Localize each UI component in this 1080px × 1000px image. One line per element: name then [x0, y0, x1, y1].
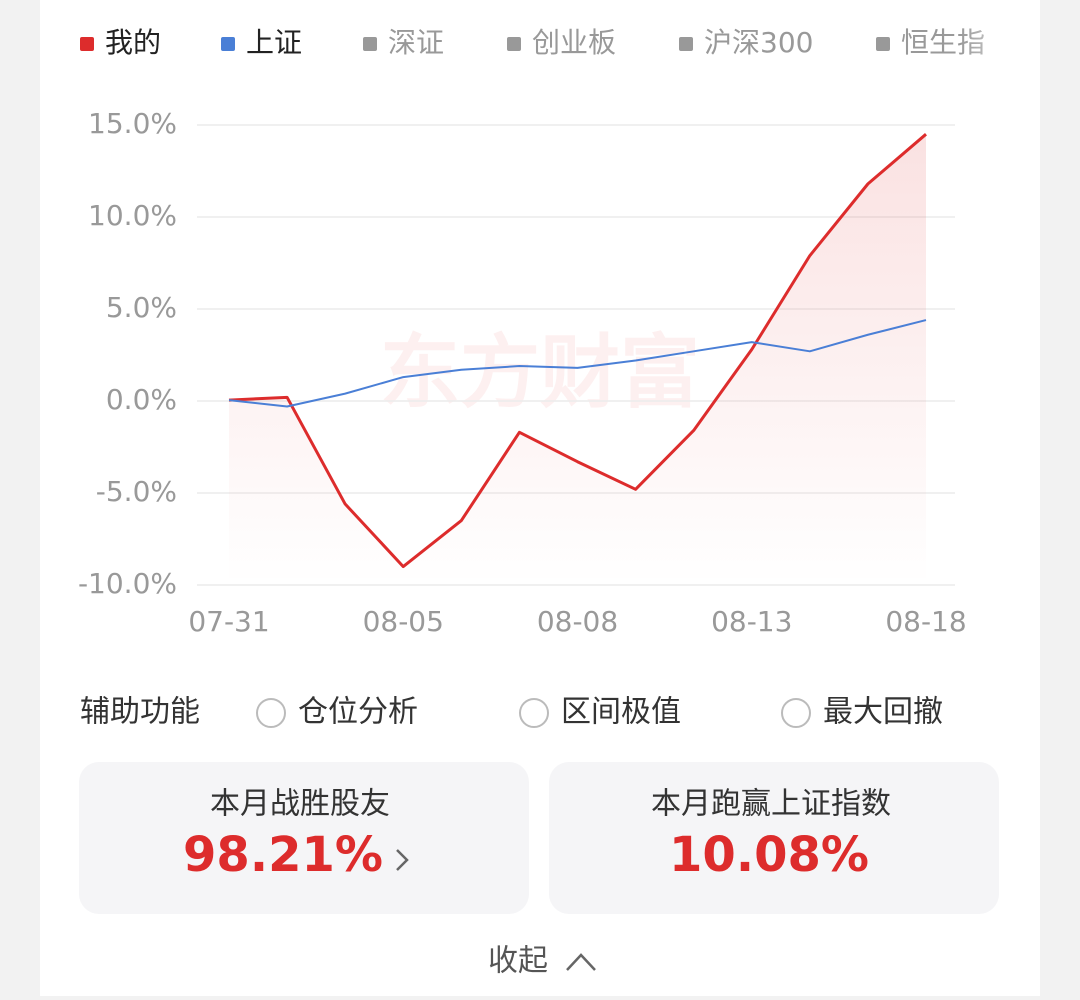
x-tick-label: 08-08	[537, 605, 618, 638]
y-tick-label: 10.0%	[88, 199, 177, 232]
stat-card	[549, 762, 999, 914]
legend-fade	[960, 20, 1040, 70]
collapse-button[interactable]: 收起	[488, 944, 548, 979]
plot: 15.0% 10.0% 5.0% 0.0% -5.0% -10.0% 07-31 08-05 0…	[78, 107, 967, 638]
watermark: 东方财富	[380, 326, 700, 419]
legend-swatch	[876, 37, 890, 51]
y-tick-label: -5.0%	[96, 475, 177, 508]
stat-card[interactable]	[79, 762, 529, 914]
legend-label: 深证	[388, 26, 444, 59]
radio[interactable]	[256, 698, 286, 728]
area	[229, 134, 926, 585]
tool-option[interactable]: 区间极值	[561, 695, 681, 730]
legend-label: 上证	[246, 26, 302, 59]
y-tick-label: 15.0%	[88, 107, 177, 140]
line	[228, 319, 927, 408]
chevron-up	[566, 953, 596, 971]
x-tick-label: 08-05	[363, 605, 444, 638]
line	[228, 133, 927, 569]
stat-title: 本月跑赢上证指数	[651, 787, 891, 822]
y-tick-label: -10.0%	[78, 567, 177, 600]
y-tick-label: 5.0%	[106, 291, 177, 324]
x-tick-label: 08-18	[885, 605, 966, 638]
x-tick-label: 07-31	[188, 605, 269, 638]
legend-swatch	[80, 37, 94, 51]
radio[interactable]	[519, 698, 549, 728]
y-tick-label: 0.0%	[106, 383, 177, 416]
stat-value: 10.08%	[669, 827, 869, 883]
legend-label: 沪深300	[704, 26, 813, 59]
legend-label: 我的	[105, 26, 161, 59]
legend-swatch	[221, 37, 235, 51]
stat-title: 本月战胜股友	[210, 787, 390, 822]
chevron-right	[396, 849, 409, 871]
legend-swatch	[507, 37, 521, 51]
x-tick-label: 08-13	[711, 605, 792, 638]
stat-value: 98.21%	[183, 827, 383, 883]
radio[interactable]	[781, 698, 811, 728]
tool-option[interactable]: 仓位分析	[298, 695, 418, 730]
legend-swatch	[363, 37, 377, 51]
legend-swatch	[679, 37, 693, 51]
tool-option[interactable]: 最大回撤	[823, 695, 943, 730]
legend-label: 创业板	[532, 26, 616, 59]
tools-label: 辅助功能	[80, 695, 200, 730]
